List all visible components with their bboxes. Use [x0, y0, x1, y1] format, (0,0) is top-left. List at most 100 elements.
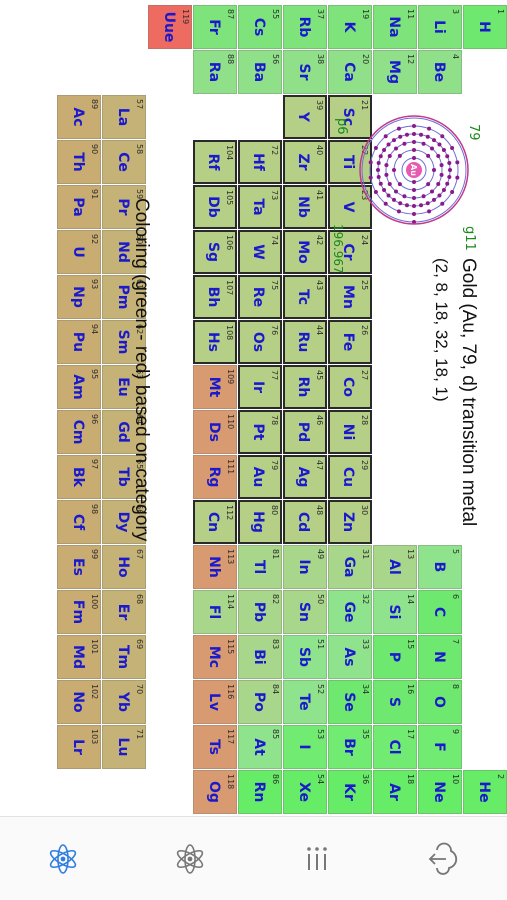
tab-atom-outline[interactable] [41, 837, 85, 881]
element-cell-w[interactable]: 74 W [238, 230, 282, 274]
tab-cloud-download[interactable] [422, 837, 466, 881]
element-cell-rn[interactable]: 86 Rn [238, 770, 282, 814]
element-cell-na[interactable]: 11 Na [373, 5, 417, 49]
element-cell-fl[interactable]: 114 Fl [193, 590, 237, 634]
element-cell-i[interactable]: 53 I [283, 725, 327, 769]
element-cell-cn[interactable]: 112 Cn [193, 500, 237, 544]
element-cell-ni[interactable]: 28 Ni [328, 410, 372, 454]
element-cell-at[interactable]: 85 At [238, 725, 282, 769]
element-cell-au[interactable]: 79 Au [238, 455, 282, 499]
element-cell-be[interactable]: 4 Be [418, 50, 462, 94]
element-cell-xe[interactable]: 54 Xe [283, 770, 327, 814]
element-cell-mo[interactable]: 42 Mo [283, 230, 327, 274]
element-cell-fe[interactable]: 26 Fe [328, 320, 372, 364]
element-cell-db[interactable]: 105 Db [193, 185, 237, 229]
element-cell-ru[interactable]: 44 Ru [283, 320, 327, 364]
element-cell-no[interactable]: 102 No [57, 680, 101, 724]
element-cell-bi[interactable]: 83 Bi [238, 635, 282, 679]
element-cell-rh[interactable]: 45 Rh [283, 365, 327, 409]
element-cell-cm[interactable]: 96 Cm [57, 410, 101, 454]
element-cell-si[interactable]: 14 Si [373, 590, 417, 634]
element-cell-re[interactable]: 75 Re [238, 275, 282, 319]
element-cell-ra[interactable]: 88 Ra [193, 50, 237, 94]
element-cell-br[interactable]: 35 Br [328, 725, 372, 769]
element-cell-te[interactable]: 52 Te [283, 680, 327, 724]
element-cell-rg[interactable]: 111 Rg [193, 455, 237, 499]
element-cell-sb[interactable]: 51 Sb [283, 635, 327, 679]
element-cell-po[interactable]: 84 Po [238, 680, 282, 724]
element-cell-li[interactable]: 3 Li [418, 5, 462, 49]
element-cell-tl[interactable]: 81 Tl [238, 545, 282, 589]
element-cell-al[interactable]: 13 Al [373, 545, 417, 589]
element-cell-cd[interactable]: 48 Cd [283, 500, 327, 544]
element-cell-sg[interactable]: 106 Sg [193, 230, 237, 274]
element-cell-hs[interactable]: 108 Hs [193, 320, 237, 364]
element-cell-ne[interactable]: 10 Ne [418, 770, 462, 814]
element-cell-tm[interactable]: 69 Tm [102, 635, 146, 679]
element-cell-pa[interactable]: 91 Pa [57, 185, 101, 229]
element-cell-es[interactable]: 99 Es [57, 545, 101, 589]
element-cell-k[interactable]: 19 K [328, 5, 372, 49]
element-cell-pd[interactable]: 46 Pd [283, 410, 327, 454]
element-cell-yb[interactable]: 70 Yb [102, 680, 146, 724]
tab-atom[interactable] [168, 837, 212, 881]
element-cell-ba[interactable]: 56 Ba [238, 50, 282, 94]
element-cell-zn[interactable]: 30 Zn [328, 500, 372, 544]
element-cell-nb[interactable]: 41 Nb [283, 185, 327, 229]
element-cell-ce[interactable]: 58 Ce [102, 140, 146, 184]
element-cell-sn[interactable]: 50 Sn [283, 590, 327, 634]
element-cell-pt[interactable]: 78 Pt [238, 410, 282, 454]
element-cell-s[interactable]: 16 S [373, 680, 417, 724]
element-cell-ac[interactable]: 89 Ac [57, 95, 101, 139]
element-cell-md[interactable]: 101 Md [57, 635, 101, 679]
element-cell-mn[interactable]: 25 Mn [328, 275, 372, 319]
element-cell-in[interactable]: 49 In [283, 545, 327, 589]
element-cell-rf[interactable]: 104 Rf [193, 140, 237, 184]
tab-list[interactable] [295, 837, 339, 881]
element-cell-ta[interactable]: 73 Ta [238, 185, 282, 229]
element-cell-zr[interactable]: 40 Zr [283, 140, 327, 184]
element-cell-ir[interactable]: 77 Ir [238, 365, 282, 409]
element-cell-kr[interactable]: 36 Kr [328, 770, 372, 814]
element-cell-am[interactable]: 95 Am [57, 365, 101, 409]
element-cell-hf[interactable]: 72 Hf [238, 140, 282, 184]
element-cell-ag[interactable]: 47 Ag [283, 455, 327, 499]
element-cell-lu[interactable]: 71 Lu [102, 725, 146, 769]
element-cell-fr[interactable]: 87 Fr [193, 5, 237, 49]
element-cell-th[interactable]: 90 Th [57, 140, 101, 184]
element-cell-lr[interactable]: 103 Lr [57, 725, 101, 769]
element-cell-pb[interactable]: 82 Pb [238, 590, 282, 634]
element-cell-os[interactable]: 76 Os [238, 320, 282, 364]
element-cell-ge[interactable]: 32 Ge [328, 590, 372, 634]
element-cell-ga[interactable]: 31 Ga [328, 545, 372, 589]
element-cell-uue[interactable]: 119 Uue [148, 5, 192, 49]
element-cell-ca[interactable]: 20 Ca [328, 50, 372, 94]
element-cell-lv[interactable]: 116 Lv [193, 680, 237, 724]
element-cell-bh[interactable]: 107 Bh [193, 275, 237, 319]
element-cell-p[interactable]: 15 P [373, 635, 417, 679]
element-cell-mg[interactable]: 12 Mg [373, 50, 417, 94]
element-cell-he[interactable]: 2 He [463, 770, 507, 814]
element-cell-ds[interactable]: 110 Ds [193, 410, 237, 454]
element-cell-nh[interactable]: 113 Nh [193, 545, 237, 589]
element-cell-mc[interactable]: 115 Mc [193, 635, 237, 679]
element-cell-sr[interactable]: 38 Sr [283, 50, 327, 94]
element-cell-ho[interactable]: 67 Ho [102, 545, 146, 589]
element-cell-mt[interactable]: 109 Mt [193, 365, 237, 409]
element-cell-u[interactable]: 92 U [57, 230, 101, 274]
element-cell-cu[interactable]: 29 Cu [328, 455, 372, 499]
element-cell-as[interactable]: 33 As [328, 635, 372, 679]
element-cell-y[interactable]: 39 Y [283, 95, 327, 139]
element-cell-er[interactable]: 68 Er [102, 590, 146, 634]
element-cell-og[interactable]: 118 Og [193, 770, 237, 814]
element-cell-np[interactable]: 93 Np [57, 275, 101, 319]
element-cell-tc[interactable]: 43 Tc [283, 275, 327, 319]
element-cell-pu[interactable]: 94 Pu [57, 320, 101, 364]
element-cell-rb[interactable]: 37 Rb [283, 5, 327, 49]
